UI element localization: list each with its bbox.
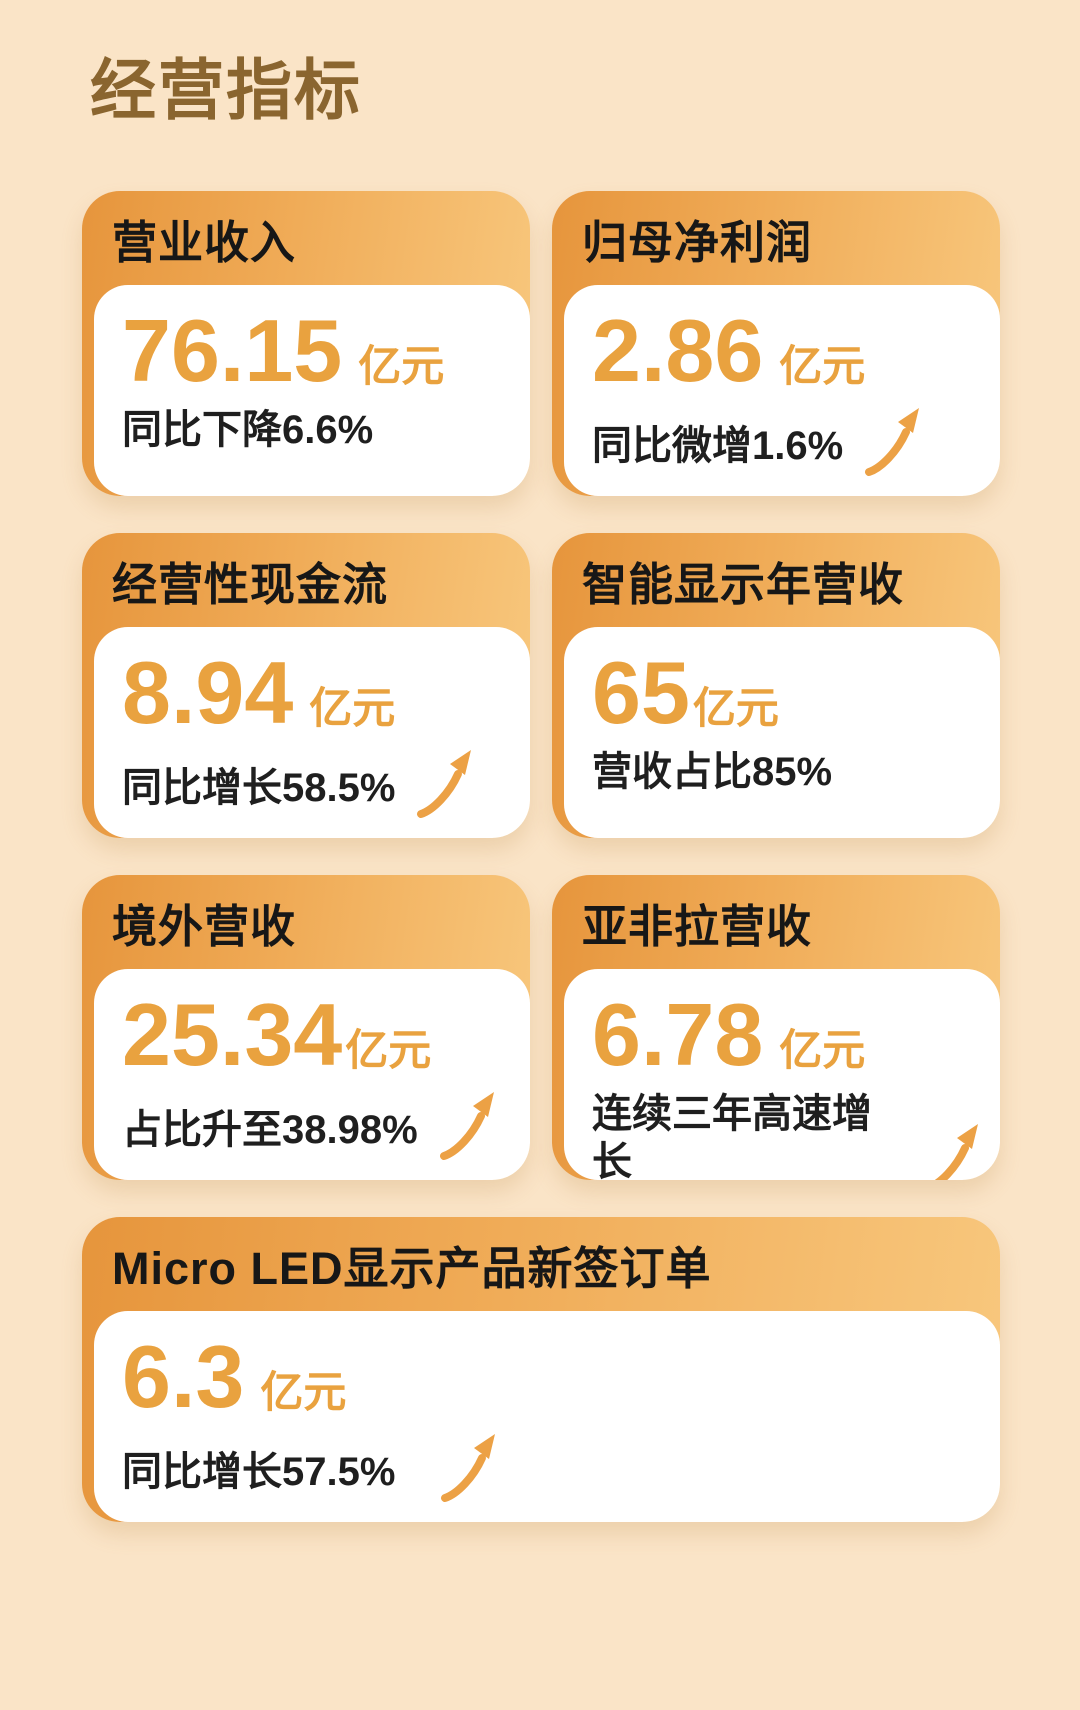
page-title: 经营指标 bbox=[90, 53, 362, 127]
metric-card-net-profit: 归母净利润 2.86 亿元 同比微增1.6% bbox=[552, 191, 1000, 497]
metric-unit: 亿元 bbox=[692, 685, 779, 734]
up-trend-arrow-icon bbox=[417, 750, 472, 819]
metric-note: 同比增长57.5% bbox=[122, 1450, 396, 1495]
metric-note-row: 同比下降6.6% bbox=[122, 406, 510, 454]
card-title: 境外营收 bbox=[112, 900, 297, 952]
card-body: 25.34 亿元 占比升至38.98% bbox=[94, 969, 530, 1181]
up-trend-arrow-icon bbox=[934, 1124, 978, 1181]
metric-value: 6.3 bbox=[122, 1327, 245, 1427]
metric-value-row: 76.15 亿元 bbox=[122, 303, 510, 398]
metric-note: 同比微增1.6% bbox=[592, 424, 844, 469]
metric-note-row: 占比升至38.98% bbox=[122, 1090, 510, 1161]
metric-value: 76.15 bbox=[122, 301, 343, 401]
card-body: 6.78 亿元 连续三年高速增长 bbox=[564, 969, 1000, 1181]
metric-value: 8.94 bbox=[122, 643, 294, 743]
metric-note: 连续三年高速增长 bbox=[592, 1092, 872, 1181]
metric-note-row: 连续三年高速增长 bbox=[592, 1090, 980, 1181]
metric-unit: 亿元 bbox=[309, 685, 396, 734]
card-title: 营业收入 bbox=[112, 216, 297, 268]
metric-value: 6.78 bbox=[592, 985, 764, 1085]
metric-card-overseas-revenue: 境外营收 25.34 亿元 占比升至38.98% bbox=[82, 875, 530, 1181]
card-title: Micro LED显示产品新签订单 bbox=[112, 1242, 712, 1294]
card-header: Micro LED显示产品新签订单 bbox=[82, 1217, 1000, 1311]
card-title: 亚非拉营收 bbox=[582, 900, 813, 952]
metric-unit: 亿元 bbox=[779, 1027, 866, 1076]
metric-note-row: 同比增长58.5% bbox=[122, 748, 510, 819]
metric-note-row: 同比微增1.6% bbox=[592, 406, 980, 477]
metric-card-asia-africa-latam-revenue: 亚非拉营收 6.78 亿元 连续三年高速增长 bbox=[552, 875, 1000, 1181]
card-header: 亚非拉营收 bbox=[552, 875, 1000, 969]
metric-cards-grid: 营业收入 76.15 亿元 同比下降6.6% 归母净利润 2.86 亿元 bbox=[82, 191, 1000, 1523]
metric-unit: 亿元 bbox=[345, 1027, 432, 1076]
metric-value: 65 bbox=[592, 643, 690, 743]
metric-value-row: 6.78 亿元 bbox=[592, 987, 980, 1082]
card-title: 归母净利润 bbox=[582, 216, 813, 268]
metric-value-row: 25.34 亿元 bbox=[122, 987, 510, 1082]
metric-note: 同比下降6.6% bbox=[122, 408, 374, 453]
up-trend-arrow-icon bbox=[865, 408, 920, 477]
metric-value: 2.86 bbox=[592, 301, 764, 401]
metric-value: 25.34 bbox=[122, 985, 343, 1085]
up-trend-arrow-icon bbox=[439, 1092, 494, 1161]
card-body: 2.86 亿元 同比微增1.6% bbox=[564, 285, 1000, 497]
metric-card-operating-cash-flow: 经营性现金流 8.94 亿元 同比增长58.5% bbox=[82, 533, 530, 839]
card-title: 智能显示年营收 bbox=[582, 558, 905, 610]
metric-value-row: 8.94 亿元 bbox=[122, 645, 510, 740]
card-header: 营业收入 bbox=[82, 191, 530, 285]
metric-value-row: 6.3 亿元 bbox=[122, 1329, 980, 1424]
metric-note: 占比升至38.98% bbox=[122, 1108, 418, 1153]
card-header: 境外营收 bbox=[82, 875, 530, 969]
card-title: 经营性现金流 bbox=[112, 558, 389, 610]
card-body: 6.3 亿元 同比增长57.5% bbox=[94, 1311, 1000, 1523]
metric-note: 营收占比85% bbox=[592, 750, 833, 795]
metric-note: 同比增长58.5% bbox=[122, 766, 396, 811]
metric-note-row: 同比增长57.5% bbox=[122, 1432, 980, 1503]
metric-unit: 亿元 bbox=[260, 1369, 347, 1418]
card-body: 76.15 亿元 同比下降6.6% bbox=[94, 285, 530, 497]
infographic-page: 经营指标 营业收入 76.15 亿元 同比下降6.6% 归母净利润 bbox=[82, 53, 1000, 1523]
card-body: 8.94 亿元 同比增长58.5% bbox=[94, 627, 530, 839]
metric-unit: 亿元 bbox=[779, 343, 866, 392]
metric-value-row: 65 亿元 bbox=[592, 645, 980, 740]
metric-note-row: 营收占比85% bbox=[592, 748, 980, 796]
card-header: 归母净利润 bbox=[552, 191, 1000, 285]
metric-card-operating-revenue: 营业收入 76.15 亿元 同比下降6.6% bbox=[82, 191, 530, 497]
card-body: 65 亿元 营收占比85% bbox=[564, 627, 1000, 839]
metric-value-row: 2.86 亿元 bbox=[592, 303, 980, 398]
metric-card-smart-display-revenue: 智能显示年营收 65 亿元 营收占比85% bbox=[552, 533, 1000, 839]
card-header: 智能显示年营收 bbox=[552, 533, 1000, 627]
card-header: 经营性现金流 bbox=[82, 533, 530, 627]
metric-card-micro-led-orders: Micro LED显示产品新签订单 6.3 亿元 同比增长57.5% bbox=[82, 1217, 1000, 1523]
up-trend-arrow-icon bbox=[441, 1434, 496, 1503]
metric-unit: 亿元 bbox=[358, 343, 445, 392]
